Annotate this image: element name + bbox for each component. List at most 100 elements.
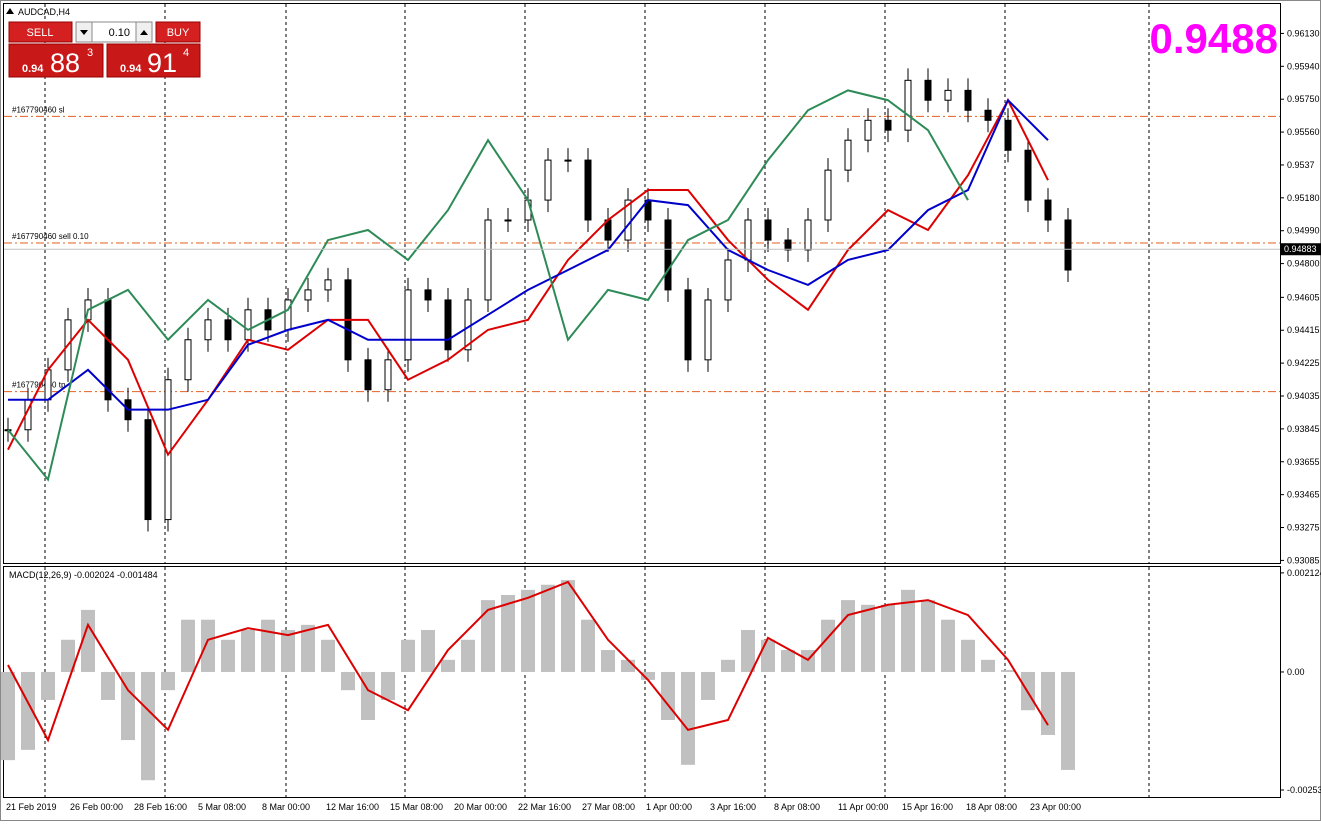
candle <box>804 219 812 251</box>
macd-bar <box>1 671 15 761</box>
y-tick-label: 0.94800 <box>1287 259 1320 269</box>
macd-bar <box>821 619 835 672</box>
candle <box>724 259 732 301</box>
macd-bar <box>701 671 715 700</box>
candle <box>924 79 932 101</box>
price-panel <box>3 3 1281 564</box>
candle <box>324 279 332 291</box>
candle <box>1004 119 1012 151</box>
candle <box>504 219 512 222</box>
collapse-arrow[interactable] <box>6 8 14 14</box>
indicator-line <box>8 98 1049 411</box>
time-label: 1 Apr 00:00 <box>646 802 692 812</box>
macd-bar <box>421 629 435 672</box>
y-tick-label: 0.93085 <box>1287 555 1320 565</box>
ask-main: 91 <box>147 48 177 78</box>
macd-bar <box>761 639 775 672</box>
order-label: #167790460 sl <box>12 105 65 114</box>
macd-bar <box>21 671 35 750</box>
time-label: 8 Apr 08:00 <box>774 802 820 812</box>
y-tick-label: 0.95180 <box>1287 193 1320 203</box>
dropdown-arrow <box>80 30 88 35</box>
big-price: 0.9488 <box>1150 15 1278 62</box>
y-tick-label: 0.93465 <box>1287 490 1320 500</box>
up-arrow <box>140 30 148 35</box>
time-label: 20 Mar 00:00 <box>454 802 507 812</box>
y-tick-label: 0.95560 <box>1287 127 1320 137</box>
macd-bar <box>601 650 615 672</box>
time-label: 5 Mar 08:00 <box>198 802 246 812</box>
candle <box>944 89 952 101</box>
time-label: 22 Mar 16:00 <box>518 802 571 812</box>
ask-big: 0.94 <box>120 63 142 75</box>
macd-bar <box>921 600 935 672</box>
macd-bar <box>61 639 75 672</box>
indicator-line <box>7 89 969 482</box>
macd-bar <box>481 600 495 672</box>
y-tick-label: 0.94035 <box>1287 391 1320 401</box>
signal-line <box>7 580 1049 743</box>
macd-bar <box>281 629 295 672</box>
time-label: 18 Apr 08:00 <box>966 802 1017 812</box>
macd-bar <box>1061 671 1075 770</box>
macd-bar <box>541 584 555 672</box>
indicator-line <box>7 98 1049 457</box>
candle <box>1044 199 1052 221</box>
macd-bar <box>681 671 695 765</box>
order-label: #167790460 sell 0.10 <box>12 232 89 241</box>
macd-bar <box>201 619 215 672</box>
candle <box>684 289 692 361</box>
candle <box>544 159 552 201</box>
macd-bar <box>521 589 535 672</box>
macd-bar <box>401 639 415 672</box>
sell-button[interactable] <box>8 21 73 43</box>
macd-bar <box>861 604 875 672</box>
y-tick-label: 0.94990 <box>1287 226 1320 236</box>
ask-box[interactable] <box>106 43 201 78</box>
bid-main: 88 <box>50 48 80 78</box>
time-label: 26 Feb 00:00 <box>70 802 123 812</box>
bid-big: 0.94 <box>22 63 44 75</box>
time-label: 8 Mar 00:00 <box>262 802 310 812</box>
candle <box>224 319 232 341</box>
y-tick-label: 0.93655 <box>1287 457 1320 467</box>
time-label: 21 Feb 2019 <box>6 802 57 812</box>
y-tick-label: 0.93275 <box>1287 523 1320 533</box>
candle <box>404 289 412 361</box>
y-tick-label: 0.002124 <box>1287 568 1321 578</box>
bid-small: 3 <box>87 47 93 59</box>
symbol-label: AUDCAD,H4 <box>18 7 70 17</box>
macd-bar <box>301 624 315 672</box>
macd-bar <box>901 589 915 672</box>
buy-button[interactable] <box>155 21 201 43</box>
ask-small: 4 <box>183 47 189 59</box>
bid-box[interactable] <box>8 43 104 78</box>
time-label: 11 Apr 00:00 <box>838 802 888 812</box>
lot-value: 0.10 <box>109 27 130 39</box>
y-tick-label: 0.94225 <box>1287 358 1320 368</box>
macd-bar <box>1041 671 1055 735</box>
macd-bar <box>261 619 275 672</box>
candle <box>784 239 792 251</box>
plot-layer: 21 Feb 2019 26 Feb 00:00 28 Feb 16:00 5 Mar… <box>1 28 1321 812</box>
candle <box>664 219 672 291</box>
candle <box>204 319 212 341</box>
y-tick-label: 0.96130 <box>1287 28 1320 38</box>
macd-bar <box>181 619 195 672</box>
y-tick-label: 0.00 <box>1287 667 1305 677</box>
macd-bar <box>841 600 855 672</box>
candle <box>584 159 592 221</box>
candle <box>304 289 312 301</box>
candle <box>104 299 112 401</box>
candle <box>144 419 152 521</box>
macd-bar <box>241 629 255 672</box>
candle <box>904 79 912 131</box>
macd-bar <box>581 619 595 672</box>
sell-label: SELL <box>27 27 54 39</box>
candle <box>1064 219 1072 271</box>
macd-bar <box>341 671 355 691</box>
candle <box>424 289 432 301</box>
macd-bar <box>1001 670 1015 672</box>
macd-bar <box>41 671 55 700</box>
macd-bar <box>101 671 115 700</box>
